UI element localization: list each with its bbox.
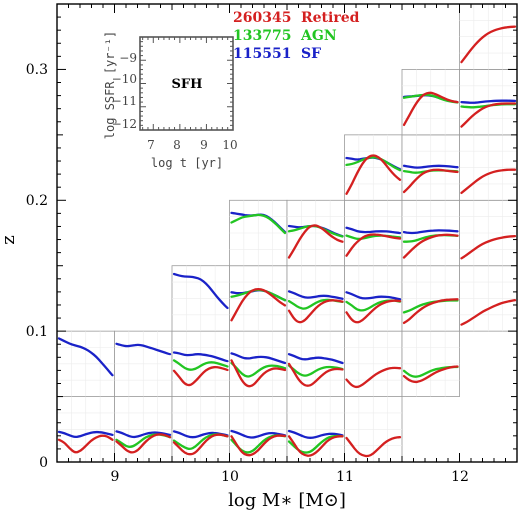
sfh-curve-sf <box>115 342 172 356</box>
inset-x-tick-label: 9 <box>200 138 208 152</box>
sfh-curve-agn <box>172 359 229 371</box>
sfh-curve-retired <box>115 433 172 454</box>
inset-y-tick-label: −11 <box>112 94 137 108</box>
sfh-curve-retired <box>57 434 114 454</box>
sfh-curve-sf <box>115 430 172 439</box>
y-tick-label: 0.3 <box>26 62 48 78</box>
sfh-curve-retired <box>460 102 517 128</box>
y-axis-label: z <box>0 235 19 244</box>
sfh-curve-retired <box>345 436 402 458</box>
sfh-curve-retired <box>460 299 517 326</box>
sfh-curve-sf <box>402 164 459 169</box>
sfh-curve-retired <box>345 154 402 195</box>
sfh-curve-sf <box>172 272 229 310</box>
sfh-curve-sf <box>172 351 229 363</box>
x-tick-label: 9 <box>111 469 120 485</box>
sfh-curve-retired <box>460 25 517 64</box>
sfh-curve-retired <box>345 233 402 257</box>
sfh-curve-agn <box>345 156 402 172</box>
sfh-curve-retired <box>402 91 459 127</box>
sfh-curve-sf <box>345 226 402 235</box>
legend-count-retired: 260345 <box>233 10 291 26</box>
y-tick-label: 0 <box>39 455 48 471</box>
sfh-curve-retired <box>345 299 402 324</box>
sfh-curve-retired <box>402 298 459 325</box>
sfh-curve-agn <box>230 361 287 378</box>
sfh-curve-retired <box>402 365 459 384</box>
inset-y-tick-label: −12 <box>112 117 137 131</box>
legend-label-sf: SF <box>301 46 321 62</box>
sfh-curve-sf <box>287 353 344 365</box>
sfh-curve-sf <box>57 430 114 439</box>
sfh-curve-sf <box>287 429 344 439</box>
sfh-curve-retired <box>287 362 344 387</box>
sfh-curve-sf <box>402 229 459 235</box>
inset-y-axis-label: log SSFR [yr⁻¹] <box>103 31 117 139</box>
legend: 260345 Retired 133775 AGN 115551 SF <box>233 10 360 62</box>
legend-count-agn: 133775 <box>233 28 291 44</box>
sfh-curve-sf <box>230 352 287 365</box>
sfh-curve-retired <box>230 359 287 388</box>
y-tick-label: 0.2 <box>26 193 48 209</box>
sfh-curve-retired <box>230 434 287 457</box>
sfh-curve-retired <box>287 299 344 324</box>
inset-x-axis-label: log t [yr] <box>151 156 223 170</box>
sfh-curve-retired <box>172 433 229 456</box>
sfh-curve-retired <box>402 233 459 259</box>
inset-ticks-layer <box>140 36 234 131</box>
sfh-curve-retired <box>345 366 402 389</box>
sfh-curve-retired <box>287 224 344 259</box>
inset-frame <box>139 36 234 131</box>
sfh-curve-retired <box>230 287 287 322</box>
axis-ticks-layer <box>56 3 518 463</box>
inset-x-tick-label: 8 <box>173 138 181 152</box>
legend-label-retired: Retired <box>301 10 360 26</box>
sfh-curve-retired <box>287 435 344 457</box>
sfh-curve-sf <box>287 290 344 300</box>
inset-y-tick-label: −9 <box>119 51 137 65</box>
sfh-curve-retired <box>460 168 517 195</box>
sfh-curve-retired <box>402 168 459 194</box>
y-tick-label: 0.1 <box>26 324 48 340</box>
sfh-curve-retired <box>172 366 229 387</box>
inset-axes: SFH −9 −10 −11 −12 7 8 9 10 log t [yr] l… <box>103 31 238 170</box>
legend-count-sf: 115551 <box>233 46 291 62</box>
legend-label-agn: AGN <box>300 28 337 44</box>
cell-grid-layer <box>56 3 518 463</box>
x-tick-label: 10 <box>221 469 239 485</box>
sfh-curve-retired <box>460 234 517 260</box>
x-axis-label: log M∗ [M⊙] <box>228 490 346 511</box>
sfh-curve-sf <box>345 291 402 301</box>
inset-x-tick-label: 7 <box>147 138 155 152</box>
sfh-curve-sf <box>57 337 114 377</box>
x-tick-label: 11 <box>336 469 354 485</box>
sfh-curve-agn <box>230 213 287 235</box>
sfh-curve-agn <box>287 364 344 377</box>
inset-x-tick-label: 10 <box>222 138 237 152</box>
sfh-curve-sf <box>230 429 287 439</box>
inset-title: SFH <box>172 77 203 92</box>
x-tick-label: 12 <box>451 469 469 485</box>
sfh-curves-layer <box>57 25 517 458</box>
inset-y-tick-label: −10 <box>112 72 137 86</box>
sfh-curve-sf <box>460 99 517 104</box>
